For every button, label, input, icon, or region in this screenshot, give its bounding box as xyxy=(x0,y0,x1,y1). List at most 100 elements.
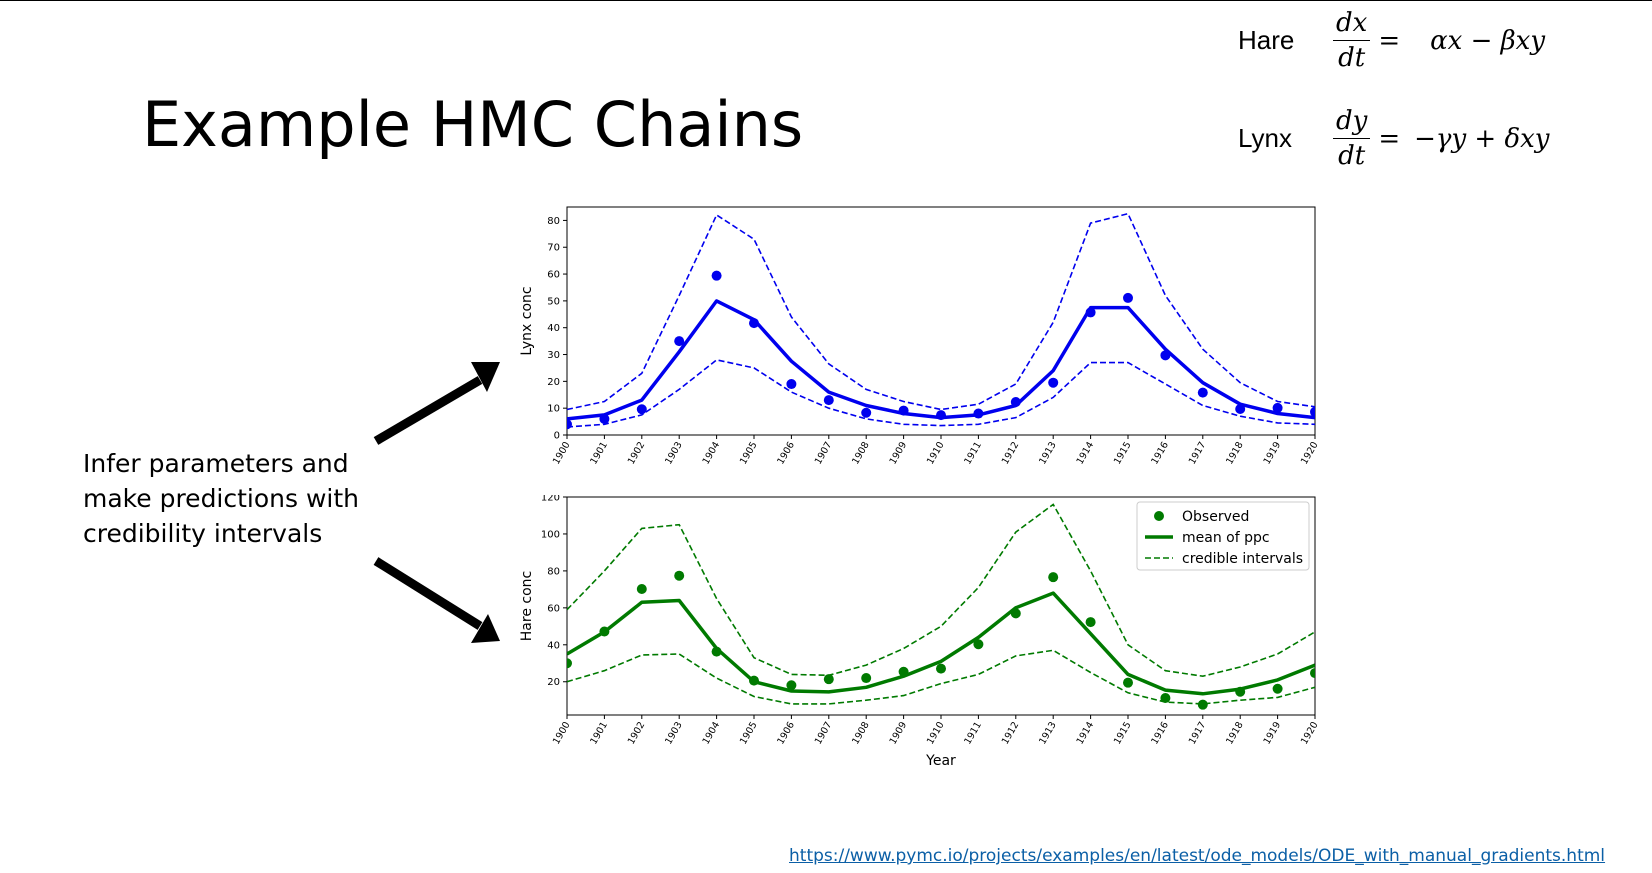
lower-credible-interval-line xyxy=(567,649,1315,705)
observed-point xyxy=(823,395,834,406)
observed-point xyxy=(1272,402,1283,413)
x-tick-label: 1904 xyxy=(701,720,723,746)
observed-point xyxy=(1310,668,1315,679)
x-tick-label: 1902 xyxy=(626,720,648,746)
observed-point xyxy=(861,673,872,684)
hare-derivative-denominator: dt xyxy=(1338,43,1366,73)
hare-chart: 20 40 60 80 100 120 1900 1901 1902 1903 1904 1905 19… xyxy=(519,495,1321,769)
x-tick-label: 1915 xyxy=(1112,720,1134,746)
mean-line xyxy=(567,591,1315,696)
legend-box xyxy=(1136,501,1310,571)
arrow-shaft xyxy=(373,376,483,445)
observed-point xyxy=(786,680,797,691)
x-tick-label: 1903 xyxy=(663,720,685,746)
x-tick-label: 1902 xyxy=(626,440,648,466)
lynx-derivative: dy dt xyxy=(1333,106,1371,171)
legend: Observed mean of ppc credible intervals xyxy=(1136,501,1310,571)
hare-derivative: dx dt xyxy=(1333,8,1371,73)
observed-point xyxy=(1310,406,1315,417)
observed-point xyxy=(599,413,610,424)
observed-point xyxy=(636,404,647,415)
observed-point xyxy=(567,658,572,669)
x-tick-label: 1910 xyxy=(925,720,947,746)
x-tick-label: 1909 xyxy=(888,720,910,746)
observed-point xyxy=(674,336,685,347)
arrow-head xyxy=(471,614,500,643)
arrow-shaft xyxy=(373,557,483,630)
observed-point xyxy=(1048,572,1059,583)
observed-point xyxy=(861,407,872,418)
x-tick-label: 1915 xyxy=(1112,440,1134,466)
x-tick-label: 1919 xyxy=(1262,720,1284,746)
hare-equals-sign: = xyxy=(1378,25,1401,56)
x-tick-label: 1918 xyxy=(1224,720,1246,746)
observed-point xyxy=(567,419,572,430)
x-tick-label: 1907 xyxy=(813,440,835,466)
y-tick-label: 0 xyxy=(554,431,560,442)
side-text-line: Infer parameters and xyxy=(83,449,349,478)
observed-point xyxy=(749,318,759,329)
x-tick-label: 1909 xyxy=(888,440,910,466)
hare-equation-name: Hare xyxy=(1238,25,1295,55)
y-tick-label: 50 xyxy=(547,296,560,307)
observed-point xyxy=(711,646,722,657)
x-tick-label: 1901 xyxy=(588,720,610,746)
hare-derivative-numerator: dx xyxy=(1333,8,1371,41)
y-axis-label: Lynx conc xyxy=(519,286,535,355)
lynx-equation: Lynx dy dt = −γy + δxy xyxy=(1238,106,1549,171)
lynx-equation-name: Lynx xyxy=(1238,123,1292,153)
y-tick-label: 20 xyxy=(547,377,560,388)
slide-top-border xyxy=(0,0,1652,1)
observed-point xyxy=(936,663,946,674)
x-tick-label: 1904 xyxy=(701,440,723,466)
observed-point xyxy=(1160,350,1171,361)
side-description: Infer parameters and make predictions wi… xyxy=(83,446,383,551)
hare-equation-rhs: αx − βxy xyxy=(1430,25,1546,56)
observed-point xyxy=(1235,403,1246,414)
y-tick-label: 80 xyxy=(547,566,560,577)
y-tick-label: 120 xyxy=(541,495,560,504)
arrow-to-lynx-chart xyxy=(373,362,500,445)
x-tick-label: 1920 xyxy=(1299,440,1321,466)
x-tick-label: 1908 xyxy=(850,720,872,746)
arrow-head xyxy=(471,362,500,392)
slide-title: Example HMC Chains xyxy=(142,88,804,161)
upper-credible-interval-line xyxy=(567,503,1315,678)
hare-equation: Hare dx dt = αx − βxy xyxy=(1238,8,1545,73)
x-tick-label: 1913 xyxy=(1037,440,1059,466)
source-link[interactable]: https://www.pymc.io/projects/examples/en… xyxy=(789,846,1606,866)
x-tick-label: 1911 xyxy=(962,440,984,466)
legend-observed-marker xyxy=(1154,511,1164,521)
observed-point xyxy=(898,666,909,677)
legend-entry-label: credible intervals xyxy=(1182,551,1303,567)
observed-point xyxy=(1123,677,1133,688)
x-tick-label: 1917 xyxy=(1187,440,1209,466)
y-tick-label: 80 xyxy=(547,216,560,227)
observed-point xyxy=(1197,387,1208,398)
mean-line xyxy=(567,299,1315,421)
x-tick-label: 1917 xyxy=(1187,720,1209,746)
x-tick-label: 1919 xyxy=(1262,440,1284,466)
observed-point xyxy=(749,675,759,686)
x-tick-label: 1920 xyxy=(1299,720,1321,746)
observed-point xyxy=(599,626,610,637)
x-tick-label: 1903 xyxy=(663,440,685,466)
y-tick-label: 60 xyxy=(547,603,560,614)
x-tick-label: 1906 xyxy=(775,440,797,466)
y-tick-label: 40 xyxy=(547,323,560,334)
observed-point xyxy=(936,410,946,421)
lower-credible-interval-line xyxy=(567,359,1315,428)
observed-point xyxy=(898,405,909,416)
observed-point xyxy=(823,674,834,685)
observed-point xyxy=(1160,693,1171,704)
x-tick-label: 1900 xyxy=(551,440,573,466)
x-tick-label: 1911 xyxy=(962,720,984,746)
x-tick-label: 1913 xyxy=(1037,720,1059,746)
side-text-line: make predictions with xyxy=(83,484,360,513)
lynx-chart: 0 10 20 30 40 50 60 70 80 1900 1901 1902 1903 1904 190… xyxy=(519,206,1321,466)
observed-point xyxy=(1197,699,1208,710)
y-tick-label: 60 xyxy=(547,270,560,281)
legend-entry-label: Observed xyxy=(1182,509,1249,525)
x-tick-label: 1905 xyxy=(738,440,760,466)
